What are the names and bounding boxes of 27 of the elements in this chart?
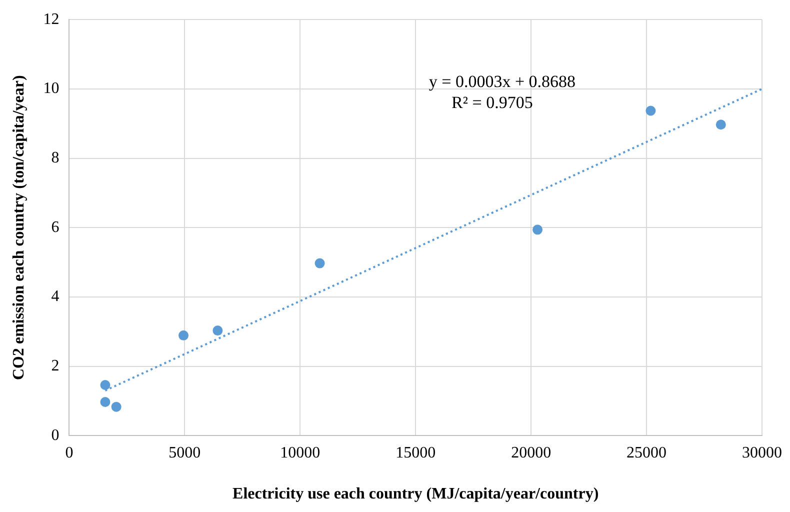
point xyxy=(212,326,223,336)
point xyxy=(532,224,543,235)
y-tick-label: 0 xyxy=(51,426,60,444)
y-tick-label: 2 xyxy=(51,357,60,374)
x-tick-label: 0 xyxy=(65,444,74,462)
point xyxy=(314,258,325,268)
y-tick-label: 8 xyxy=(51,149,60,166)
point xyxy=(646,106,656,116)
x-tick-label: 30000 xyxy=(742,444,782,462)
point xyxy=(178,330,189,340)
y-tick-label: 4 xyxy=(51,288,60,306)
point xyxy=(716,120,726,130)
annotation: R² = 0.9705 xyxy=(452,93,533,112)
x-tick-label: 20000 xyxy=(511,444,552,462)
point xyxy=(111,402,122,412)
y-tick-label: 12 xyxy=(43,10,60,28)
annotation: y = 0.0003x + 0.8688 xyxy=(428,72,576,92)
x-tick-label: 15000 xyxy=(396,444,436,462)
x-tick-label: 10000 xyxy=(280,444,320,462)
x-tick-label: 5000 xyxy=(168,444,201,462)
y-tick-label: 6 xyxy=(51,218,60,236)
x-axis-title: Electricity use each country (MJ/capita/year/country) xyxy=(232,486,599,503)
point xyxy=(100,396,110,407)
x-tick-label: 25000 xyxy=(626,444,667,462)
y-tick-label: 10 xyxy=(43,80,60,98)
point xyxy=(100,380,110,390)
y-axis-title: CO2 emission each country (ton/capita/year) xyxy=(10,75,28,380)
